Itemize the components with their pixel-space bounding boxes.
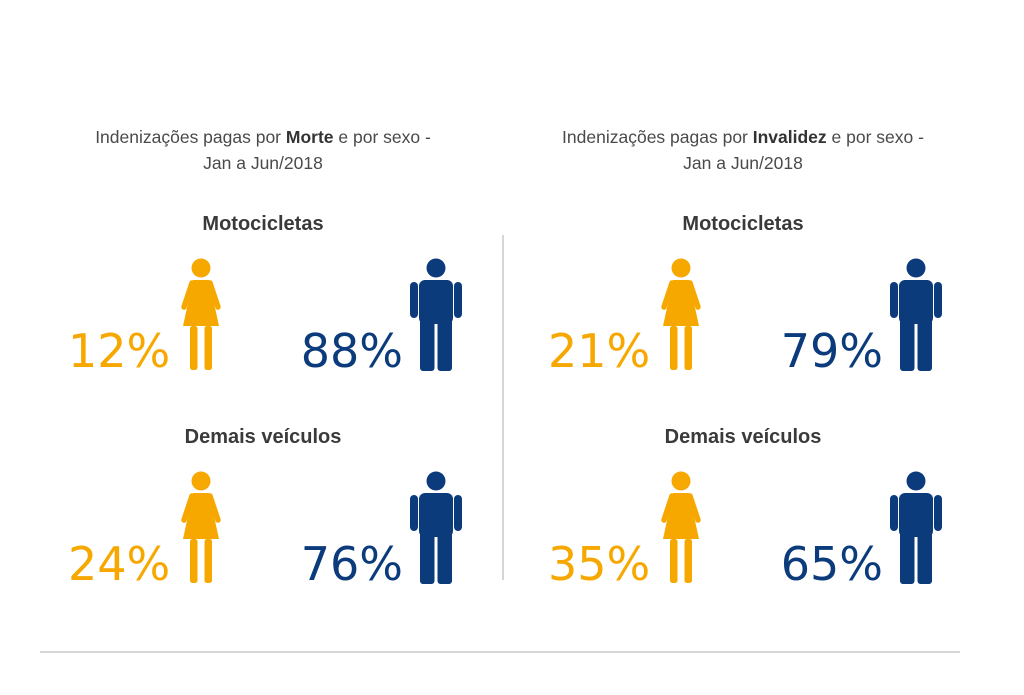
section-motocicletas: Motocicletas 21% 79%	[508, 210, 978, 390]
title-bold: Morte	[285, 127, 334, 147]
panel-title: Indenizações pagas por Invalidez e por s…	[508, 124, 978, 176]
panel-title: Indenizações pagas por Morte e por sexo …	[28, 124, 498, 176]
title-prefix: Indenizações pagas por	[95, 127, 286, 147]
vertical-divider	[502, 235, 504, 580]
man-icon	[890, 471, 942, 584]
bottom-divider	[40, 651, 960, 653]
male-percentage: 76%	[300, 537, 403, 591]
man-icon	[410, 258, 462, 371]
female-percentage: 21%	[548, 324, 651, 378]
male-percentage: 79%	[780, 324, 883, 378]
section-label: Motocicletas	[202, 213, 324, 235]
section-motocicletas: Motocicletas 12% 88%	[28, 210, 498, 390]
male-percentage: 88%	[300, 324, 403, 378]
title-period: Jan a Jun/2018	[203, 153, 323, 173]
title-bold: Invalidez	[752, 127, 827, 147]
panel-morte: Indenizações pagas por Morte e por sexo …	[28, 0, 498, 600]
section-label: Demais veículos	[664, 426, 822, 448]
title-suffix: e por sexo -	[826, 127, 924, 147]
panel-invalidez: Indenizações pagas por Invalidez e por s…	[508, 0, 978, 600]
woman-icon	[181, 471, 221, 583]
female-percentage: 12%	[68, 324, 171, 378]
woman-icon	[661, 258, 701, 370]
section-demais-veiculos: Demais veículos 24% 76%	[28, 423, 498, 603]
man-icon	[410, 471, 462, 584]
section-demais-veiculos: Demais veículos 35% 65%	[508, 423, 978, 603]
woman-icon	[181, 258, 221, 370]
man-icon	[890, 258, 942, 371]
female-percentage: 35%	[548, 537, 651, 591]
section-label: Motocicletas	[682, 213, 804, 235]
male-percentage: 65%	[780, 537, 883, 591]
woman-icon	[661, 471, 701, 583]
section-label: Demais veículos	[184, 426, 342, 448]
female-percentage: 24%	[68, 537, 171, 591]
title-period: Jan a Jun/2018	[683, 153, 803, 173]
title-suffix: e por sexo -	[333, 127, 431, 147]
title-prefix: Indenizações pagas por	[562, 127, 753, 147]
